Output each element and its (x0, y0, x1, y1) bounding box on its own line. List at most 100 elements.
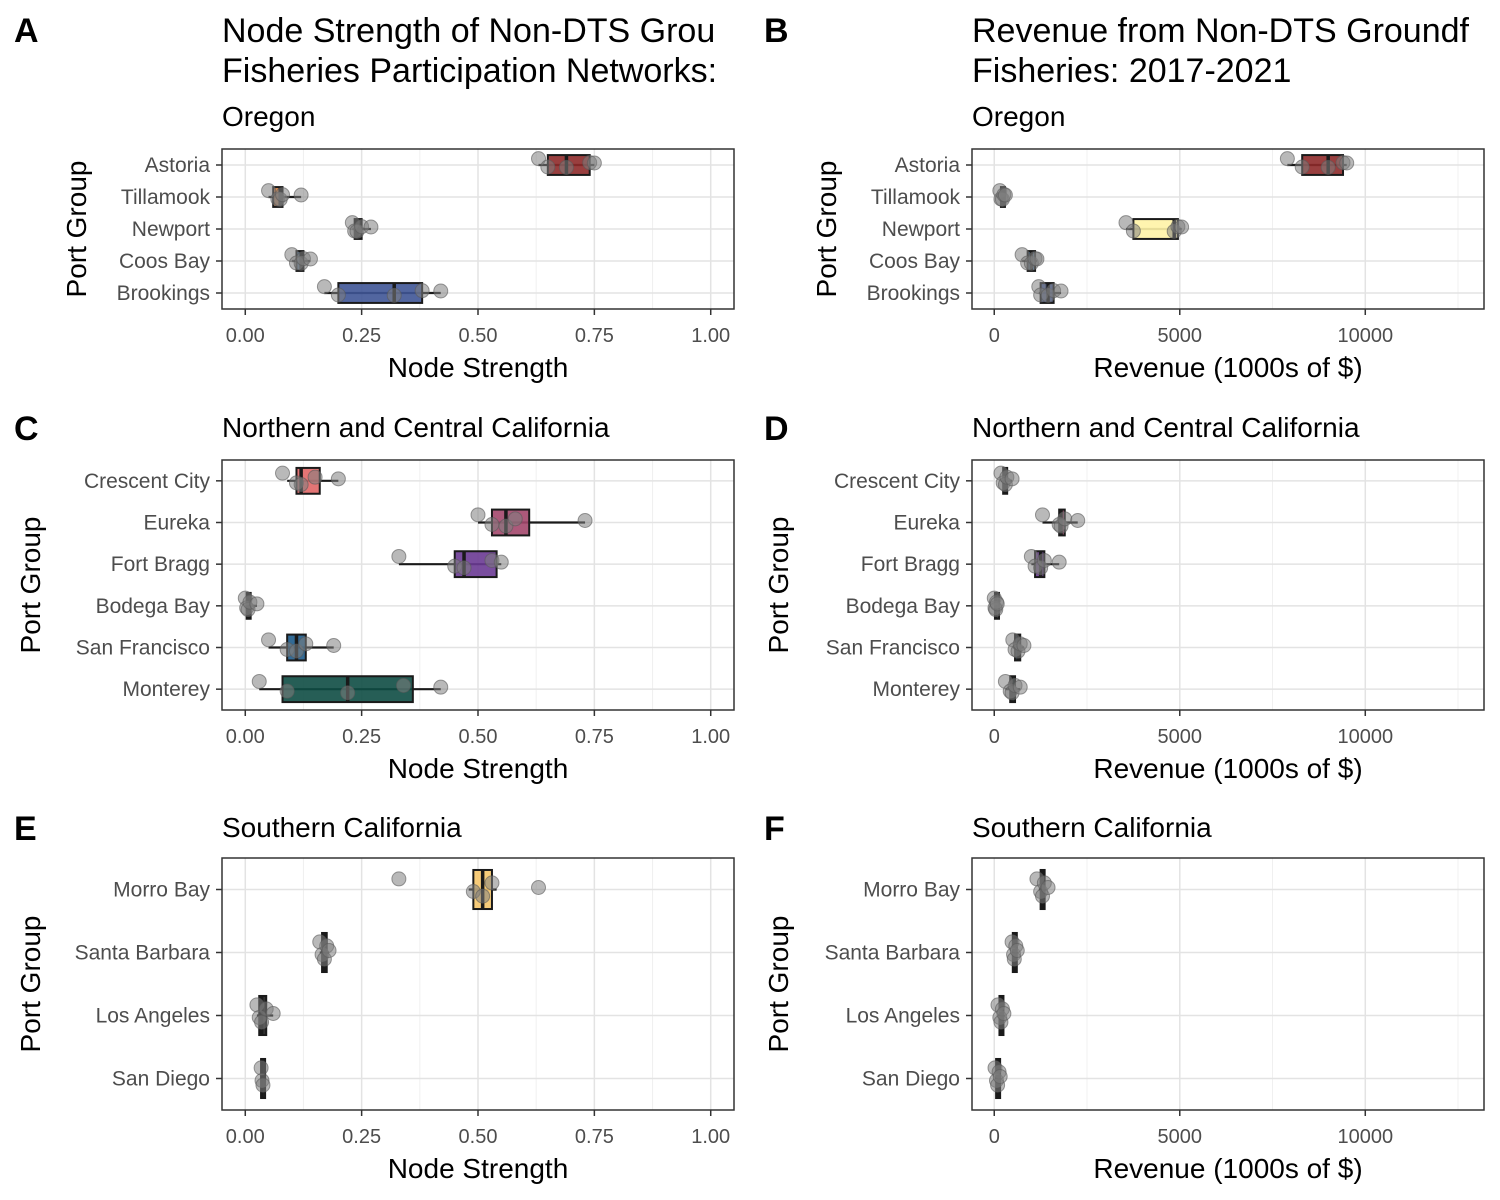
y-axis-title: Port Group (61, 161, 92, 298)
panel-a: A Node Strength of Non-DTS GrouFisheries … (14, 12, 735, 383)
x-tick-label: 0 (989, 726, 1000, 748)
panel-d: D Northern and Central California Crescent… (763, 410, 1485, 784)
box-bodega-bay (237, 590, 265, 620)
x-axis-title: Node Strength (388, 753, 569, 784)
y-axis-title: Port Group (763, 916, 794, 1053)
data-point (391, 871, 407, 887)
data-point (298, 636, 314, 652)
box-brookings (1031, 279, 1069, 304)
data-point (1012, 679, 1028, 695)
box-crescent-city (993, 465, 1020, 495)
data-point (484, 875, 500, 891)
category-label: Fort Bragg (111, 553, 210, 576)
panel-letter: A (14, 12, 39, 50)
data-point (414, 283, 430, 299)
data-point (316, 279, 332, 295)
x-tick-label: 0.25 (342, 1126, 381, 1148)
category-label: Tillamook (121, 186, 211, 209)
x-tick-label: 0.50 (459, 325, 498, 347)
box-coos-bay (1014, 247, 1045, 272)
category-label: Fort Bragg (861, 553, 960, 576)
data-point (1125, 223, 1141, 239)
data-point (1279, 151, 1295, 167)
category-label: San Francisco (76, 637, 210, 660)
data-point (275, 187, 291, 203)
x-tick-label: 0 (989, 325, 1000, 347)
chart-subtitle: Oregon (222, 101, 315, 132)
box-body (337, 282, 424, 304)
x-axis-title: Revenue (1000s of $) (1093, 753, 1362, 784)
category-label: San Diego (112, 1068, 210, 1091)
box-tillamook (992, 183, 1013, 208)
data-point (363, 219, 379, 235)
x-tick-label: 10000 (1337, 1126, 1393, 1148)
data-point (1294, 159, 1310, 175)
box-tillamook (261, 183, 309, 208)
data-point (475, 888, 491, 904)
category-label: Los Angeles (846, 1005, 960, 1028)
data-point (540, 159, 556, 175)
data-point (396, 677, 412, 693)
category-label: Santa Barbara (75, 942, 211, 965)
x-tick-label: 0.75 (575, 1126, 614, 1148)
category-label: Eureka (143, 512, 210, 535)
data-point (989, 596, 1005, 612)
data-point (254, 1014, 270, 1030)
x-tick-label: 0.00 (226, 325, 265, 347)
data-point (386, 287, 402, 303)
box-san-diego (253, 1057, 271, 1100)
x-tick-label: 10000 (1337, 325, 1393, 347)
chart-title-line-2: Fisheries Participation Networks: (222, 52, 717, 90)
data-point (1339, 155, 1355, 171)
data-point (249, 596, 265, 612)
box-los-angeles (249, 994, 281, 1037)
x-axis-title: Revenue (1000s of $) (1093, 352, 1362, 383)
data-point (261, 183, 277, 199)
category-label: Astoria (145, 154, 211, 177)
x-tick-label: 0.50 (459, 1126, 498, 1148)
x-tick-label: 0.00 (226, 726, 265, 748)
box-san-francisco (1005, 632, 1032, 662)
plot-border (971, 459, 1485, 711)
data-point (1034, 507, 1050, 523)
x-tick-label: 0.25 (342, 726, 381, 748)
x-tick-label: 0 (989, 1126, 1000, 1148)
data-point (275, 465, 291, 481)
box-fort-bragg (1023, 548, 1067, 579)
panel-f: F Southern California Morro Bay Santa Barba… (763, 810, 1485, 1184)
x-tick-label: 5000 (1158, 325, 1203, 347)
category-label: Morro Bay (113, 879, 210, 902)
data-point (456, 560, 472, 576)
box-los-angeles (990, 994, 1012, 1037)
box-monterey (997, 673, 1028, 704)
data-point (1070, 513, 1086, 528)
data-point (1009, 943, 1025, 958)
category-label: Los Angeles (96, 1005, 210, 1028)
data-point (433, 679, 449, 695)
data-point (391, 548, 407, 564)
category-label: Tillamook (871, 186, 961, 209)
box-coos-bay (284, 247, 318, 272)
box-newport (1118, 215, 1190, 240)
category-label: Newport (132, 218, 210, 241)
category-label: Newport (882, 218, 960, 241)
category-label: Brookings (117, 282, 210, 305)
x-tick-label: 1.00 (691, 726, 730, 748)
plot-background (972, 858, 1484, 1110)
x-tick-label: 0.25 (342, 325, 381, 347)
data-point (531, 880, 547, 895)
chart-title-line-2: Fisheries: 2017-2021 (972, 52, 1291, 90)
data-point (1004, 471, 1020, 487)
x-axis-title: Node Strength (388, 352, 569, 383)
category-label: Morro Bay (863, 879, 960, 902)
data-point (558, 159, 574, 175)
chart-subtitle: Oregon (972, 101, 1065, 132)
box-san-diego (987, 1057, 1008, 1100)
panel-b: B Revenue from Non-DTS GroundfFisheries: … (764, 12, 1485, 383)
box-morro-bay (391, 868, 547, 911)
data-point (507, 511, 523, 527)
data-point (265, 1006, 281, 1021)
box-bodega-bay (986, 590, 1005, 620)
category-label: San Diego (862, 1068, 960, 1091)
